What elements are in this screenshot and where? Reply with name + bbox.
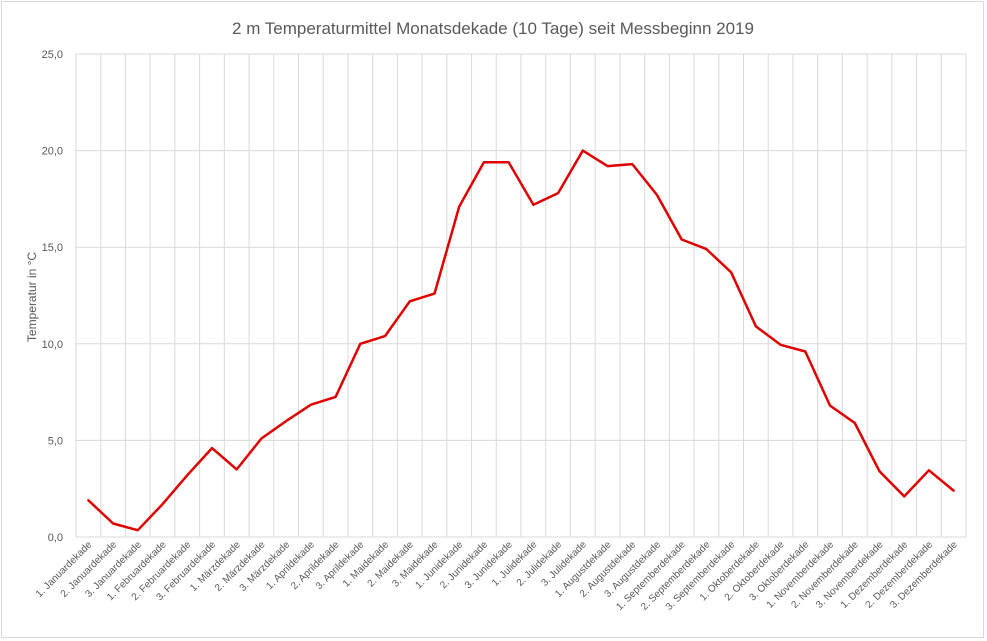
y-axis-label: Temperatur in °C: [25, 252, 39, 342]
y-tick-label: 25,0: [42, 49, 63, 61]
chart-title: 2 m Temperaturmittel Monatsdekade (10 Ta…: [232, 19, 754, 38]
y-tick-label: 15,0: [42, 242, 63, 254]
series-layer: [87, 149, 955, 532]
y-tick-label: 10,0: [42, 339, 63, 351]
series-line: [87, 149, 955, 532]
y-tick-label: 20,0: [42, 146, 63, 158]
y-tick-label: 0,0: [48, 532, 63, 544]
y-tick-labels: 0,0 5,0 10,0 15,0 20,0 25,0: [42, 49, 63, 544]
y-tick-label: 5,0: [48, 435, 63, 447]
grid-lines: [75, 53, 967, 538]
